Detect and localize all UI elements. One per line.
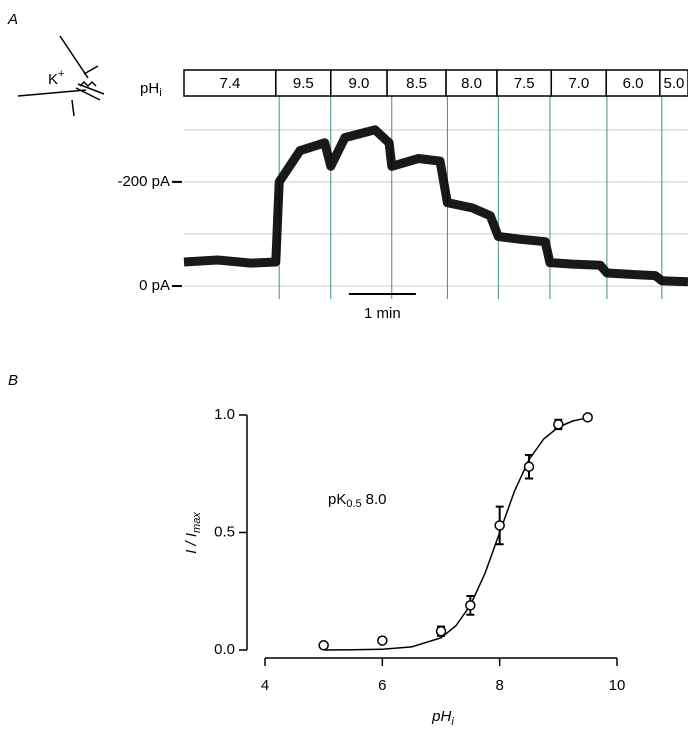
annotation-sub: 0.5 xyxy=(346,498,361,510)
x-tick-label: 10 xyxy=(609,677,626,694)
data-point xyxy=(435,625,447,637)
fit-curve xyxy=(323,417,588,651)
ph-label: 7.5 xyxy=(514,75,535,92)
icon-sup: + xyxy=(58,68,64,80)
y-tick-label: 0 pA xyxy=(139,277,170,294)
ph-segment xyxy=(605,69,661,97)
ph-label: 7.4 xyxy=(219,75,240,92)
ph-segment xyxy=(183,69,277,97)
bar-label-text: pH xyxy=(140,80,159,97)
x-axis-label: pHi xyxy=(431,708,454,728)
ph-segment xyxy=(550,69,607,97)
y-label-text: I / I xyxy=(183,533,200,554)
y-tick-label: 1.0 xyxy=(214,406,235,423)
panel-label: A xyxy=(7,11,18,28)
data-point xyxy=(523,461,535,472)
ph-label: 7.0 xyxy=(568,75,589,92)
data-point xyxy=(465,600,476,611)
data-point xyxy=(494,520,505,531)
x-tick-label: 4 xyxy=(261,677,269,694)
x-tick-label: 6 xyxy=(378,677,386,694)
y-tick-label: 0.5 xyxy=(214,523,235,540)
current-trace xyxy=(183,125,688,287)
data-point xyxy=(318,640,329,651)
panel-label: B xyxy=(8,372,18,389)
ph-label: 5.0 xyxy=(663,75,684,92)
bar-label-sub: i xyxy=(159,87,161,99)
bar-label: pHi xyxy=(140,80,162,99)
x-label-text: pH xyxy=(431,708,451,725)
annotation-value: 8.0 xyxy=(366,491,387,508)
y-axis-label: I / Imax xyxy=(183,512,203,554)
annotation: pK0.5 8.0 xyxy=(328,491,387,510)
icon-label: K+ xyxy=(48,68,64,88)
y-label-sub: max xyxy=(191,512,203,533)
ph-label: 8.0 xyxy=(461,75,482,92)
x-tick-label: 8 xyxy=(495,677,503,694)
ph-segment xyxy=(659,69,688,97)
x-label-sub: i xyxy=(451,716,454,728)
annotation-text: pK xyxy=(328,491,346,508)
ph-label: 9.0 xyxy=(348,75,369,92)
ph-segment xyxy=(330,69,388,97)
ph-segment xyxy=(496,69,553,97)
scale-bar-label: 1 min xyxy=(364,305,401,322)
icon-text: K xyxy=(48,71,58,88)
y-tick-label: -200 pA xyxy=(117,173,170,190)
ph-label: 9.5 xyxy=(293,75,314,92)
ph-segment xyxy=(445,69,498,97)
data-point xyxy=(582,412,593,423)
patch-icon xyxy=(17,35,105,117)
ph-segment xyxy=(275,69,332,97)
y-tick-label: 0.0 xyxy=(214,641,235,658)
ph-label: 8.5 xyxy=(406,75,427,92)
data-point xyxy=(553,419,564,430)
ph-label: 6.0 xyxy=(623,75,644,92)
data-point xyxy=(377,635,388,646)
